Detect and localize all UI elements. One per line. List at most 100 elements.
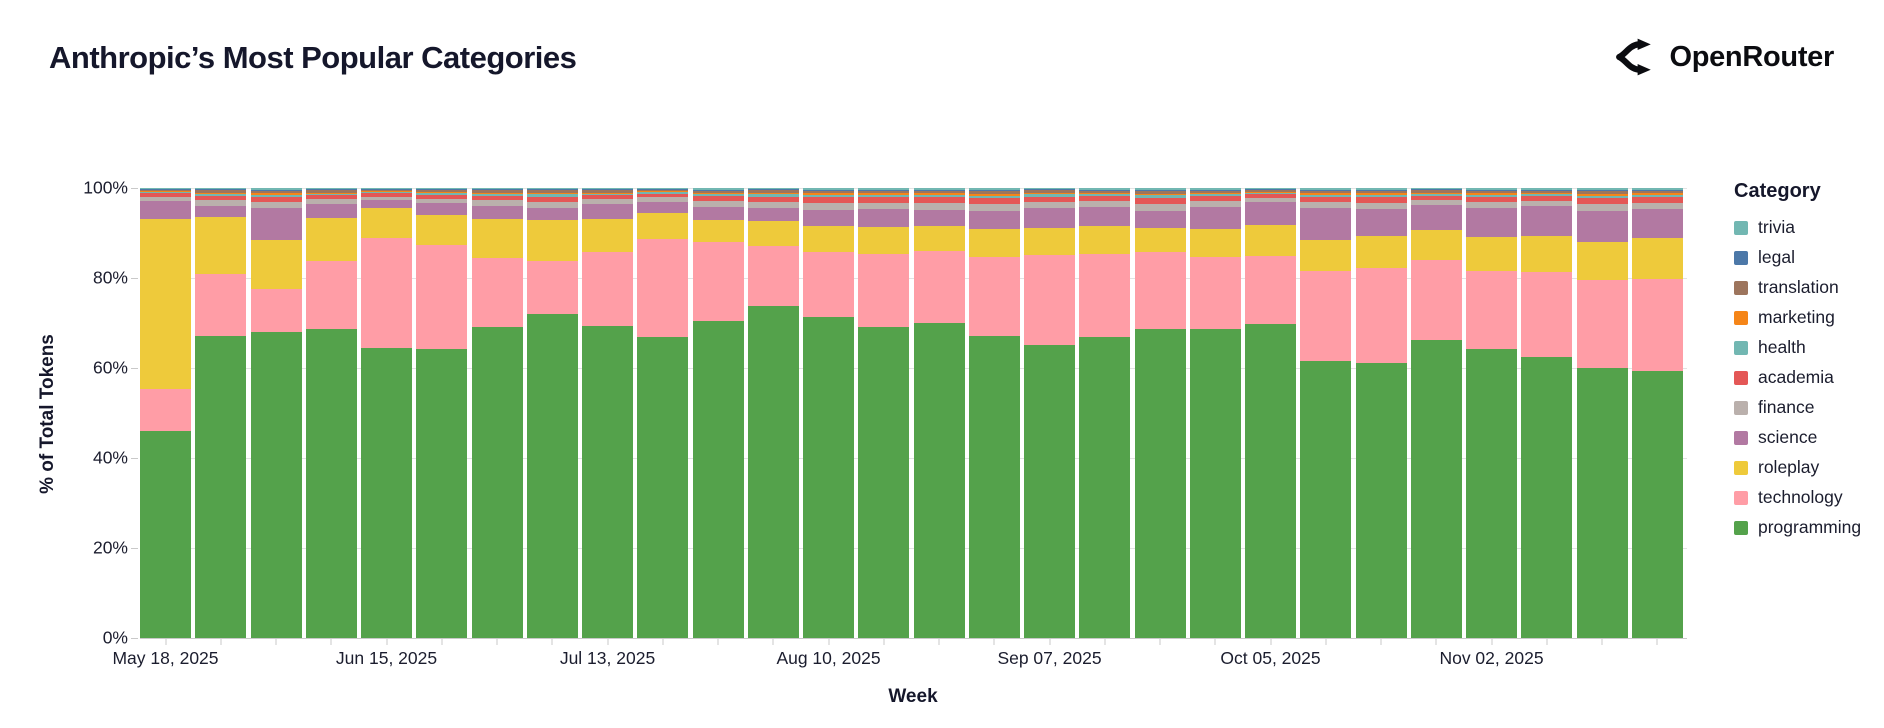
bar-segment-technology[interactable] [637, 239, 689, 337]
bar-segment-finance[interactable] [803, 203, 854, 211]
bar-segment-science[interactable] [582, 204, 633, 219]
bar-segment-technology[interactable] [1631, 278, 1683, 372]
bar-segment-roleplay[interactable] [250, 240, 302, 290]
bar-segment-health[interactable] [692, 193, 744, 197]
bar-segment-legal[interactable] [250, 189, 302, 191]
bar-segment-technology[interactable] [692, 242, 744, 321]
bar-segment-technology[interactable] [968, 256, 1020, 337]
bar-segment-translation[interactable] [1631, 190, 1683, 194]
bar-segment-finance[interactable] [1521, 201, 1573, 207]
bar-segment-technology[interactable] [1521, 272, 1573, 358]
bar-segment-translation[interactable] [416, 190, 468, 193]
legend-item-programming[interactable]: programming [1734, 517, 1882, 538]
bar-segment-roleplay[interactable] [1300, 239, 1352, 271]
bar-segment-trivia[interactable] [913, 188, 965, 190]
bar-segment-legal[interactable] [526, 189, 578, 191]
bar-segment-trivia[interactable] [1631, 188, 1683, 190]
bar-segment-marketing[interactable] [361, 191, 412, 193]
bar-segment-technology[interactable] [526, 261, 578, 315]
bar-segment-translation[interactable] [1189, 190, 1241, 193]
legend-item-legal[interactable]: legal [1734, 247, 1882, 268]
bar-segment-science[interactable] [1300, 207, 1352, 240]
bar-segment-translation[interactable] [913, 190, 965, 194]
bar-segment-legal[interactable] [582, 189, 633, 191]
brand-logo[interactable]: OpenRouter [1614, 36, 1834, 78]
bar-segment-finance[interactable] [471, 200, 523, 206]
bar-segment-finance[interactable] [1410, 200, 1462, 206]
bar-segment-programming[interactable] [803, 317, 854, 638]
legend-item-health[interactable]: health [1734, 337, 1882, 358]
bar-segment-programming[interactable] [582, 326, 633, 638]
bar-segment-legal[interactable] [1300, 189, 1352, 191]
legend-item-finance[interactable]: finance [1734, 397, 1882, 418]
bar-segment-trivia[interactable] [1521, 188, 1573, 190]
bar-segment-academia[interactable] [416, 194, 468, 199]
bar-segment-academia[interactable] [1079, 196, 1131, 202]
bar-segment-marketing[interactable] [1521, 192, 1573, 194]
bar-segment-academia[interactable] [526, 196, 578, 202]
bar-segment-technology[interactable] [1300, 270, 1352, 362]
bar-segment-marketing[interactable] [305, 192, 357, 194]
bar-segment-science[interactable] [1410, 205, 1462, 230]
bar-segment-health[interactable] [913, 194, 965, 198]
bar-segment-finance[interactable] [361, 196, 412, 201]
bar-segment-finance[interactable] [1189, 201, 1241, 207]
bar-segment-finance[interactable] [747, 201, 799, 209]
bar-segment-programming[interactable] [747, 305, 799, 638]
bar-segment-marketing[interactable] [1079, 192, 1131, 194]
bar-segment-roleplay[interactable] [1189, 228, 1241, 258]
bar-segment-technology[interactable] [1466, 270, 1517, 349]
bar-segment-health[interactable] [1189, 193, 1241, 197]
bar-segment-programming[interactable] [1521, 357, 1573, 638]
bar-segment-programming[interactable] [913, 322, 965, 638]
bar-segment-programming[interactable] [1576, 368, 1628, 638]
bar-segment-trivia[interactable] [1466, 188, 1517, 190]
bar-segment-marketing[interactable] [140, 191, 191, 193]
bar-segment-technology[interactable] [1189, 257, 1241, 329]
bar-segment-translation[interactable] [305, 190, 357, 193]
bar-segment-programming[interactable] [1245, 323, 1296, 638]
bar-segment-translation[interactable] [1355, 190, 1407, 194]
bar-segment-roleplay[interactable] [1024, 227, 1075, 256]
bar-segment-science[interactable] [803, 210, 854, 226]
bar-segment-programming[interactable] [1024, 344, 1075, 638]
bar-segment-legal[interactable] [471, 189, 523, 191]
bar-segment-marketing[interactable] [1024, 192, 1075, 195]
bar-segment-science[interactable] [747, 208, 799, 221]
bar-segment-science[interactable] [968, 210, 1020, 229]
bar-segment-finance[interactable] [858, 202, 910, 210]
bar-segment-technology[interactable] [416, 245, 468, 349]
bar-segment-marketing[interactable] [1355, 193, 1407, 195]
bar-segment-roleplay[interactable] [1410, 229, 1462, 260]
bar-segment-science[interactable] [1631, 209, 1683, 239]
bar-segment-marketing[interactable] [913, 193, 965, 195]
bar-segment-translation[interactable] [1521, 190, 1573, 193]
bar-segment-health[interactable] [1300, 194, 1352, 197]
bar-segment-programming[interactable] [250, 332, 302, 638]
bar-segment-translation[interactable] [1245, 189, 1296, 192]
bar-segment-health[interactable] [361, 192, 412, 194]
bar-segment-science[interactable] [195, 205, 247, 218]
bar-segment-finance[interactable] [1024, 201, 1075, 209]
bar-segment-science[interactable] [1134, 210, 1186, 228]
bar-segment-roleplay[interactable] [195, 217, 247, 274]
bar-segment-roleplay[interactable] [1576, 242, 1628, 280]
bar-segment-legal[interactable] [1631, 189, 1683, 191]
bar-segment-academia[interactable] [1300, 197, 1352, 202]
bar-segment-trivia[interactable] [1079, 188, 1131, 190]
bar-segment-translation[interactable] [1300, 190, 1352, 194]
bar-segment-health[interactable] [968, 195, 1020, 199]
bar-segment-translation[interactable] [1134, 190, 1186, 194]
bar-segment-programming[interactable] [637, 336, 689, 638]
bar-segment-legal[interactable] [1134, 189, 1186, 191]
bar-segment-academia[interactable] [582, 195, 633, 200]
bar-segment-science[interactable] [1466, 207, 1517, 237]
bar-segment-programming[interactable] [140, 431, 191, 638]
bar-segment-health[interactable] [1245, 192, 1296, 195]
bar-segment-science[interactable] [1245, 202, 1296, 226]
bar-segment-roleplay[interactable] [692, 220, 744, 242]
bar-segment-marketing[interactable] [582, 192, 633, 194]
bar-segment-science[interactable] [1024, 208, 1075, 228]
bar-segment-roleplay[interactable] [803, 225, 854, 252]
bar-segment-health[interactable] [803, 194, 854, 198]
